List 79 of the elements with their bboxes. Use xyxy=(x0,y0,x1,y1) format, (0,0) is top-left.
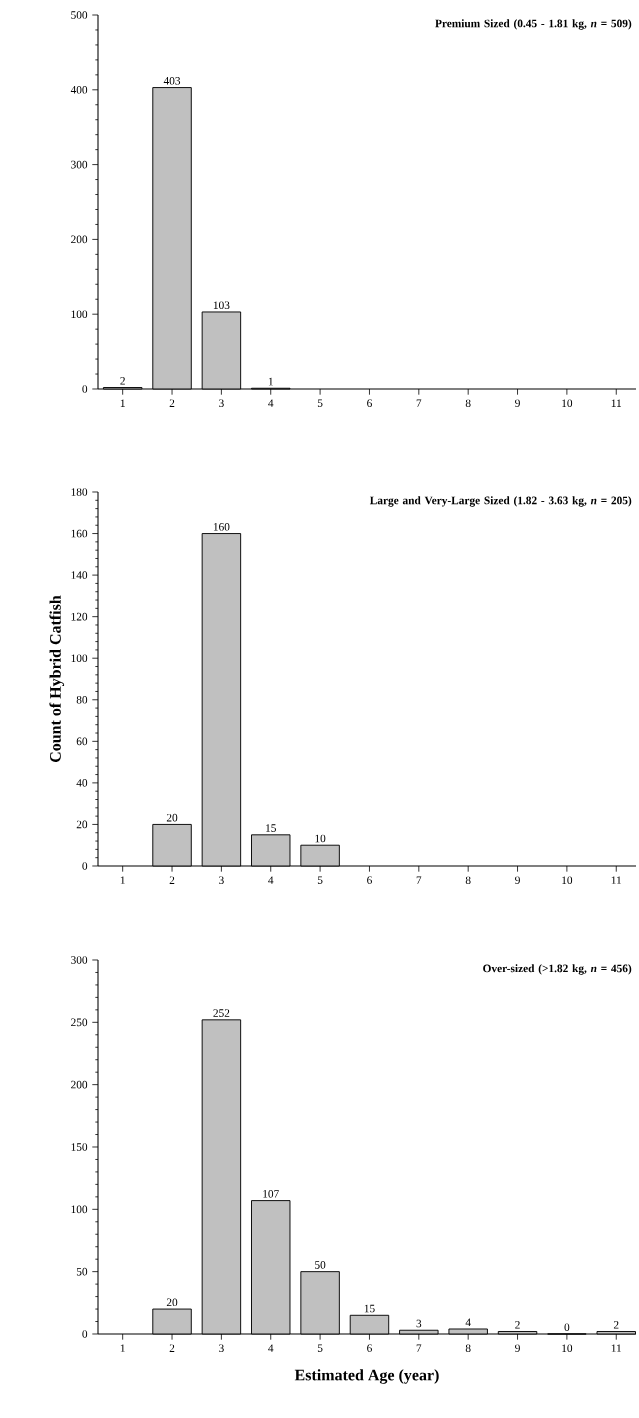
data-label: 103 xyxy=(213,301,230,310)
x-tick-label: 9 xyxy=(515,399,520,408)
x-tick-label: 10 xyxy=(562,876,573,885)
x-tick-label: 3 xyxy=(219,876,224,884)
x-tick-label: 6 xyxy=(367,399,372,408)
x-tick-label: 9 xyxy=(515,876,520,884)
y-tick-label: 500 xyxy=(71,11,88,19)
x-tick-label: 8 xyxy=(465,1344,471,1353)
y-tick-label: 160 xyxy=(71,529,88,538)
y-tick-label: 40 xyxy=(76,779,88,787)
x-tick-label: 4 xyxy=(268,399,274,407)
x-tick-label: 6 xyxy=(367,876,372,884)
x-axis-title: Estimated Age (year) xyxy=(294,1369,439,1384)
data-label: 20 xyxy=(166,813,178,822)
y-tick-label: 300 xyxy=(71,160,88,169)
x-tick-label: 11 xyxy=(611,876,622,884)
y-axis-title: Count of Hybrid Catfish xyxy=(49,595,65,763)
x-tick-label: 1 xyxy=(120,1344,125,1352)
x-tick-label: 6 xyxy=(367,1344,372,1352)
data-label: 107 xyxy=(263,1190,279,1198)
y-tick-label: 50 xyxy=(76,1267,88,1276)
x-tick-label: 4 xyxy=(268,1344,274,1352)
chart-title: Over-sized (>1.82 kg, n = 456) xyxy=(483,964,632,975)
y-tick-label: 180 xyxy=(71,488,88,496)
y-tick-label: 80 xyxy=(76,695,88,704)
data-label: 20 xyxy=(166,1298,178,1307)
chart-title: Large and Very-Large Sized (1.82 - 3.63 kg, n = 205) xyxy=(369,496,632,507)
x-tick-label: 8 xyxy=(465,399,471,408)
x-tick-label: 7 xyxy=(416,876,422,884)
y-tick-label: 120 xyxy=(71,612,88,621)
x-tick-label: 5 xyxy=(317,876,323,884)
y-tick-label: 300 xyxy=(71,956,88,964)
y-tick-label: 250 xyxy=(71,1018,88,1027)
data-label: 0 xyxy=(564,1323,570,1332)
x-tick-label: 8 xyxy=(465,876,471,885)
x-tick-label: 11 xyxy=(611,1344,622,1352)
x-tick-label: 5 xyxy=(317,1344,323,1352)
data-label: 10 xyxy=(315,834,326,843)
y-tick-label: 140 xyxy=(71,571,88,579)
x-tick-label: 1 xyxy=(120,399,125,407)
data-label: 4 xyxy=(465,1318,471,1327)
x-tick-label: 7 xyxy=(416,399,422,407)
chart-title: Premium Sized (0.45 - 1.81 kg, n = 509) xyxy=(435,19,632,30)
y-tick-label: 20 xyxy=(76,820,88,829)
y-tick-label: 100 xyxy=(71,310,88,319)
data-label: 1 xyxy=(268,377,273,386)
data-label: 50 xyxy=(315,1261,326,1269)
data-label: 2 xyxy=(515,1321,520,1329)
x-tick-label: 5 xyxy=(317,399,323,407)
x-tick-label: 3 xyxy=(219,399,224,408)
x-tick-label: 2 xyxy=(169,876,175,884)
y-tick-label: 100 xyxy=(71,654,88,663)
x-tick-label: 2 xyxy=(169,399,175,407)
y-tick-label: 0 xyxy=(82,385,88,393)
data-label: 15 xyxy=(266,824,276,832)
x-tick-label: 10 xyxy=(562,1344,573,1353)
x-tick-label: 10 xyxy=(562,399,573,408)
x-tick-label: 11 xyxy=(611,399,622,407)
x-tick-label: 1 xyxy=(120,876,125,884)
data-label: 2 xyxy=(120,377,125,385)
data-label: 403 xyxy=(163,76,181,85)
y-tick-label: 60 xyxy=(76,737,88,746)
y-tick-label: 200 xyxy=(71,235,88,244)
data-label: 2 xyxy=(613,1321,619,1329)
x-tick-label: 7 xyxy=(416,1344,422,1352)
x-tick-label: 3 xyxy=(219,1344,224,1352)
y-tick-label: 400 xyxy=(70,85,88,94)
y-tick-label: 0 xyxy=(82,1330,88,1338)
data-label: 252 xyxy=(213,1009,230,1017)
data-label: 3 xyxy=(416,1319,422,1328)
x-tick-label: 9 xyxy=(515,1344,520,1352)
y-tick-label: 200 xyxy=(71,1080,88,1089)
y-tick-label: 100 xyxy=(71,1205,88,1214)
y-tick-label: 150 xyxy=(71,1143,88,1151)
data-label: 15 xyxy=(364,1304,375,1313)
x-tick-label: 4 xyxy=(268,876,274,884)
y-tick-label: 0 xyxy=(82,862,88,870)
x-tick-label: 2 xyxy=(169,1344,175,1352)
data-label: 160 xyxy=(213,522,230,531)
